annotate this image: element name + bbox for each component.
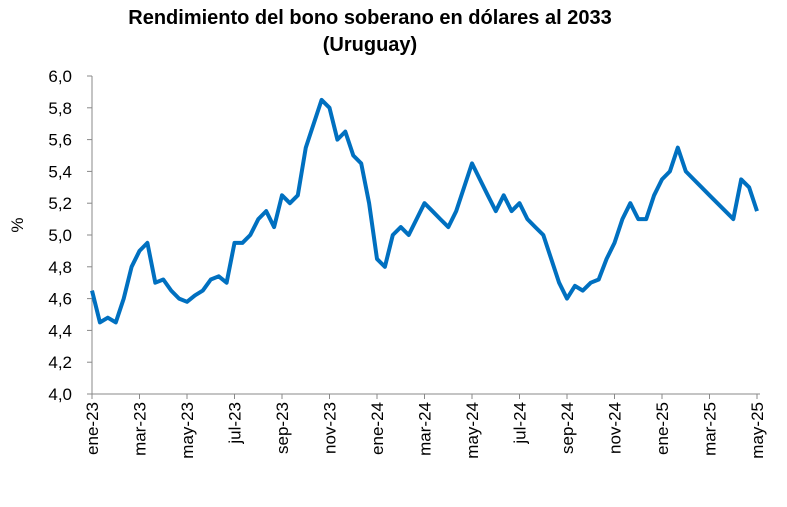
x-tick-label: sep-23 xyxy=(273,402,292,454)
y-tick-label: 5,0 xyxy=(48,226,72,245)
y-tick-label: 5,6 xyxy=(48,131,72,150)
y-tick-label: 4,8 xyxy=(48,258,72,277)
y-tick-label: 4,6 xyxy=(48,290,72,309)
x-tick-label: mar-24 xyxy=(416,402,435,456)
x-tick-label: mar-23 xyxy=(131,402,150,456)
x-tick-label: may-23 xyxy=(178,402,197,459)
x-tick-label: ene-25 xyxy=(653,402,672,455)
y-tick-label: 4,0 xyxy=(48,385,72,404)
x-tick-label: mar-25 xyxy=(701,402,720,456)
chart-subtitle: (Uruguay) xyxy=(323,34,417,56)
x-tick-label: jul-23 xyxy=(226,402,245,445)
y-tick-label: 6,0 xyxy=(48,67,72,86)
y-tick-label: 4,4 xyxy=(48,321,72,340)
x-tick-label: sep-24 xyxy=(558,402,577,454)
y-axis-label: % xyxy=(8,217,27,232)
chart-title: Rendimiento del bono soberano en dólares… xyxy=(128,7,611,29)
x-tick-label: nov-23 xyxy=(321,402,340,454)
x-tick-label: may-24 xyxy=(463,402,482,459)
x-tick-label: nov-24 xyxy=(606,402,625,454)
x-tick-label: ene-23 xyxy=(83,402,102,455)
x-tick-label: jul-24 xyxy=(511,402,530,445)
y-tick-label: 5,4 xyxy=(48,162,72,181)
data-line xyxy=(90,97,759,325)
x-tick-label: ene-24 xyxy=(368,402,387,455)
x-tick-label: may-25 xyxy=(748,402,767,459)
y-tick-label: 5,8 xyxy=(48,99,72,118)
y-tick-label: 4,2 xyxy=(48,353,72,372)
y-tick-label: 5,2 xyxy=(48,194,72,213)
